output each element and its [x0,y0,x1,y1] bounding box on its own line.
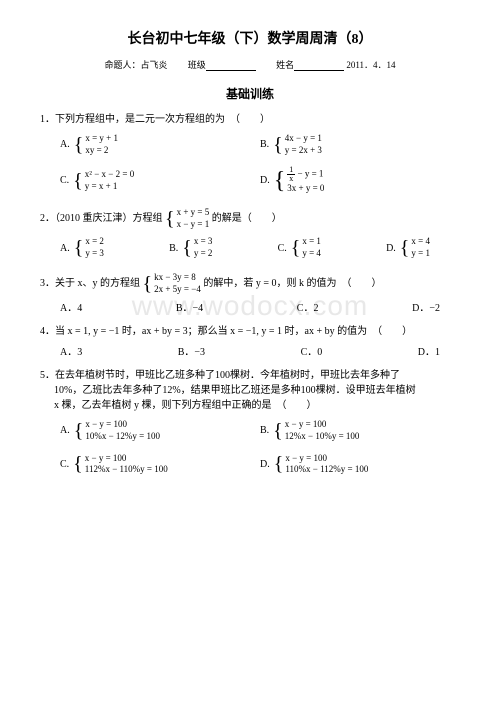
q5-option-c: C. { x − y = 100 112%x − 110%y = 100 [60,453,230,476]
q5-b-eq2: 12%x − 10%y = 100 [285,431,360,443]
q5-c-eq2: 112%x − 110%y = 100 [85,464,168,476]
q2-b-label: B. [169,241,178,256]
q5-line2: 10%，乙班比去年多种了12%，结果甲班比乙班还是多种100棵树．设甲班去年植树 [54,383,460,398]
q5-a-label: A. [60,423,70,438]
q5-b-eq1: x − y = 100 [285,419,360,431]
q2-option-d: D. { x = 4 y = 1 [386,236,430,259]
q1-option-b: B. { 4x − y = 1 y = 2x + 3 [260,133,430,156]
q2-b-eq2: y = 2 [194,248,213,260]
q2-c-eq2: y = 4 [302,248,321,260]
q1-option-a: A. { x = y + 1 xy = 2 [60,133,230,156]
q5-a-eq1: x − y = 100 [85,419,160,431]
header-info: 命题人：占飞炎 班级 姓名 2011．4．14 [40,58,460,71]
q5-c-eq1: x − y = 100 [85,453,168,465]
document-content: 长台初中七年级（下）数学周周清（8） 命题人：占飞炎 班级 姓名 2011．4．… [40,28,460,480]
q2-sys2: x − y = 1 [177,219,210,231]
q2-option-c: C. { x = 1 y = 4 [278,236,321,259]
q4-option-a: A．3 [60,345,82,360]
q1-a-eq2: xy = 2 [85,145,118,157]
q1-d-label: D. [260,173,270,188]
q5-option-d: D. { x − y = 100 110%x − 112%y = 100 [260,453,430,476]
q5-d-eq2: 110%x − 112%y = 100 [285,464,368,476]
q1-a-label: A. [60,137,70,152]
q2-option-b: B. { x = 3 y = 2 [169,236,212,259]
q5-d-eq1: x − y = 100 [285,453,368,465]
q5-a-eq2: 10%x − 12%y = 100 [85,431,160,443]
q3-option-b: B．−4 [176,301,203,316]
q5-c-label: C. [60,457,69,472]
page-title: 长台初中七年级（下）数学周周清（8） [40,28,460,48]
q2-a-eq2: y = 3 [85,248,104,260]
q5-b-label: B. [260,423,269,438]
q5-line3: x 棵，乙去年植树 y 棵，则下列方程组中正确的是 （ ） [54,398,460,413]
class-blank [206,61,256,71]
q3-text: 3．关于 x、y 的方程组 { kx − 3y = 8 2x + 5y = −4… [40,272,460,295]
q1-c-eq1: x² − x − 2 = 0 [85,169,134,181]
q2-text-pre: 2．（2010 重庆江津）方程组 [40,213,163,224]
q1-d-eq2: 3x + y = 0 [287,183,324,195]
q4-option-d: D．1 [418,345,440,360]
q3-option-c: C．2 [297,301,319,316]
q3-sys2: 2x + 5y = −4 [154,284,201,296]
q2-option-a: A. { x = 2 y = 3 [60,236,104,259]
q5-option-b: B. { x − y = 100 12%x − 10%y = 100 [260,419,430,442]
q1-d-eq1: 1x − y = 1 [287,166,324,183]
q2-a-eq1: x = 2 [85,236,104,248]
q4-option-c: C．0 [301,345,323,360]
q1-option-d: D. { 1x − y = 1 3x + y = 0 [260,166,430,195]
q3-text-pre: 3．关于 x、y 的方程组 [40,278,140,289]
q1-c-label: C. [60,173,69,188]
q2-b-eq1: x = 3 [194,236,213,248]
section-heading: 基础训练 [40,85,460,102]
question-1: 1．下列方程组中，是二元一次方程组的为 （ ） A. { x = y + 1 x… [40,112,460,199]
q2-a-label: A. [60,241,70,256]
q1-a-eq1: x = y + 1 [85,133,118,145]
q4-text: 4．当 x = 1, y = −1 时，ax + by = 3；那么当 x = … [40,324,460,339]
q1-b-eq2: y = 2x + 3 [285,145,322,157]
q2-c-label: C. [278,241,287,256]
q1-d-eq1-post: − y = 1 [298,169,324,179]
q2-text: 2．（2010 重庆江津）方程组 { x + y = 5 x − y = 1 的… [40,207,460,230]
question-2: 2．（2010 重庆江津）方程组 { x + y = 5 x − y = 1 的… [40,207,460,264]
q5-option-a: A. { x − y = 100 10%x − 12%y = 100 [60,419,230,442]
q1-text: 1．下列方程组中，是二元一次方程组的为 （ ） [40,112,460,127]
q2-d-eq1: x = 4 [411,236,430,248]
q2-d-label: D. [386,241,396,256]
name-blank [294,61,344,71]
q5-line1: 5．在去年植树节时，甲班比乙班多种了100棵树．今年植树时，甲班比去年多种了 [40,368,460,383]
q2-sys1: x + y = 5 [177,207,210,219]
question-4: 4．当 x = 1, y = −1 时，ax + by = 3；那么当 x = … [40,324,460,360]
q1-option-c: C. { x² − x − 2 = 0 y = x + 1 [60,166,230,195]
q3-text-post: 的解中，若 y = 0，则 k 的值为 （ ） [203,278,381,289]
q3-option-d: D．−2 [412,301,440,316]
q4-option-b: B．−3 [178,345,205,360]
q1-d-frac-den: x [287,175,295,183]
q3-option-a: A．4 [60,301,82,316]
date-text: 2011．4．14 [346,60,395,70]
question-5: 5．在去年植树节时，甲班比乙班多种了100棵树．今年植树时，甲班比去年多种了 1… [40,368,460,480]
q2-c-eq1: x = 1 [302,236,321,248]
q5-d-label: D. [260,457,270,472]
q1-c-eq2: y = x + 1 [85,181,134,193]
q1-b-label: B. [260,137,269,152]
question-3: 3．关于 x、y 的方程组 { kx − 3y = 8 2x + 5y = −4… [40,272,460,316]
author-label: 命题人：占飞炎 [105,60,168,70]
class-label: 班级 [188,60,206,70]
q3-sys1: kx − 3y = 8 [154,272,201,284]
name-label: 姓名 [276,60,294,70]
q2-d-eq2: y = 1 [411,248,430,260]
q1-b-eq1: 4x − y = 1 [285,133,322,145]
q5-text: 5．在去年植树节时，甲班比乙班多种了100棵树．今年植树时，甲班比去年多种了 1… [40,368,460,413]
q2-text-post: 的解是（ ） [212,213,282,224]
